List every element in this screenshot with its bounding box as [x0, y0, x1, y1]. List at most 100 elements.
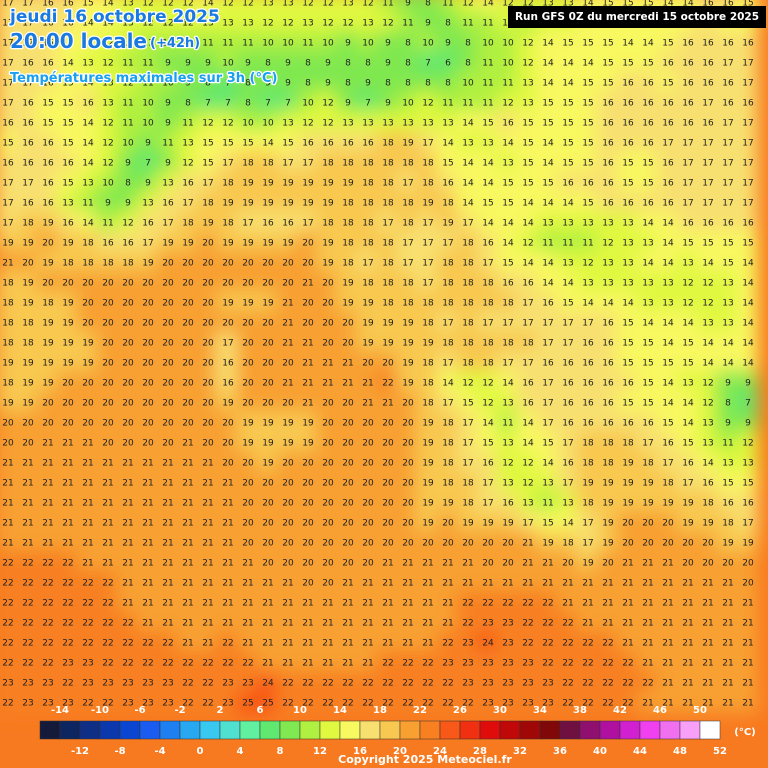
- temperature-cell: [136, 191, 158, 213]
- temperature-value: 13: [682, 259, 693, 269]
- temperature-cell: [616, 131, 638, 153]
- temperature-cell: [176, 391, 198, 413]
- temperature-cell: [396, 431, 418, 453]
- temperature-value: 22: [102, 619, 113, 629]
- temperature-value: 20: [682, 539, 694, 549]
- temperature-value: 20: [102, 279, 114, 289]
- temperature-cell: [76, 71, 98, 93]
- temperature-value: 15: [562, 119, 573, 129]
- temperature-cell: [616, 231, 638, 253]
- temperature-value: 21: [222, 599, 233, 609]
- temperature-value: 17: [742, 519, 753, 529]
- temperature-value: 21: [102, 539, 113, 549]
- temperature-value: 17: [722, 139, 733, 149]
- temperature-value: 21: [202, 639, 213, 649]
- temperature-value: 21: [182, 459, 193, 469]
- legend-tick-label: -14: [51, 705, 69, 716]
- temperature-cell: [116, 111, 138, 133]
- temperature-value: 8: [405, 79, 411, 89]
- temperature-value: 12: [702, 299, 713, 309]
- temperature-value: 14: [82, 139, 94, 149]
- temperature-value: 20: [142, 379, 154, 389]
- temperature-value: 12: [742, 439, 753, 449]
- temperature-value: 20: [162, 439, 174, 449]
- temperature-cell: [336, 191, 358, 213]
- temperature-value: 11: [242, 39, 253, 49]
- temperature-cell: [296, 431, 318, 453]
- temperature-cell: [196, 91, 218, 113]
- temperature-value: 16: [682, 79, 694, 89]
- temperature-value: 23: [22, 679, 33, 689]
- temperature-value: 20: [322, 319, 334, 329]
- temperature-value: 19: [322, 199, 334, 209]
- temperature-cell: [656, 271, 678, 293]
- temperature-cell: [556, 91, 578, 113]
- temperature-value: 21: [702, 599, 713, 609]
- temperature-value: 12: [102, 59, 113, 69]
- temperature-value: 16: [542, 359, 554, 369]
- temperature-value: 20: [102, 419, 114, 429]
- temperature-cell: [696, 291, 718, 313]
- temperature-value: 9: [445, 39, 451, 49]
- temperature-cell: [336, 171, 358, 193]
- temperature-value: 14: [522, 419, 534, 429]
- temperature-value: 16: [622, 199, 634, 209]
- temperature-value: 8: [405, 39, 411, 49]
- temperature-cell: [256, 331, 278, 353]
- temperature-value: 18: [102, 259, 114, 269]
- temperature-value: 19: [262, 439, 274, 449]
- temperature-value: 20: [162, 419, 174, 429]
- temperature-value: 20: [642, 519, 654, 529]
- temperature-value: 14: [602, 299, 614, 309]
- temperature-cell: [536, 291, 558, 313]
- temperature-value: 22: [362, 679, 373, 689]
- temperature-cell: [16, 91, 38, 113]
- temperature-value: 18: [362, 219, 374, 229]
- temperature-value: 14: [682, 399, 694, 409]
- legend-swatch: [199, 720, 221, 740]
- temperature-cell: [236, 291, 258, 313]
- temperature-cell: [196, 411, 218, 433]
- temperature-cell: [56, 491, 78, 513]
- temperature-value: 22: [62, 599, 73, 609]
- temperature-value: 21: [222, 579, 233, 589]
- temperature-cell: [76, 471, 98, 493]
- temperature-value: 20: [102, 339, 114, 349]
- temperature-value: 14: [522, 219, 534, 229]
- temperature-value: 12: [122, 219, 133, 229]
- temperature-cell: [96, 211, 118, 233]
- temperature-cell: [476, 31, 498, 53]
- temperature-value: 16: [702, 59, 714, 69]
- temperature-value: 23: [482, 619, 493, 629]
- temperature-cell: [376, 51, 398, 73]
- temperature-value: 18: [362, 239, 374, 249]
- temperature-cell: [736, 391, 758, 413]
- temperature-value: 17: [662, 139, 673, 149]
- temperature-value: 15: [582, 159, 593, 169]
- temperature-cell: [356, 91, 378, 113]
- temperature-value: 21: [622, 559, 633, 569]
- temperature-value: 21: [2, 259, 13, 269]
- temperature-value: 15: [582, 139, 593, 149]
- temperature-cell: [276, 391, 298, 413]
- temperature-cell: [96, 291, 118, 313]
- temperature-value: 15: [722, 259, 733, 269]
- temperature-value: 15: [642, 159, 653, 169]
- temperature-cell: [276, 191, 298, 213]
- temperature-value: 20: [222, 259, 234, 269]
- temperature-value: 18: [342, 259, 354, 269]
- temperature-value: 15: [502, 259, 513, 269]
- temperature-cell: [176, 71, 198, 93]
- temperature-value: 17: [22, 179, 33, 189]
- temperature-value: 20: [142, 339, 154, 349]
- temperature-cell: [276, 71, 298, 93]
- temperature-cell: [276, 411, 298, 433]
- temperature-value: 14: [482, 159, 494, 169]
- temperature-value: 12: [102, 139, 113, 149]
- temperature-value: 20: [142, 419, 154, 429]
- temperature-cell: [56, 251, 78, 273]
- temperature-value: 18: [582, 499, 594, 509]
- temperature-value: 20: [302, 239, 314, 249]
- temperature-cell: [396, 191, 418, 213]
- temperature-value: 19: [262, 199, 274, 209]
